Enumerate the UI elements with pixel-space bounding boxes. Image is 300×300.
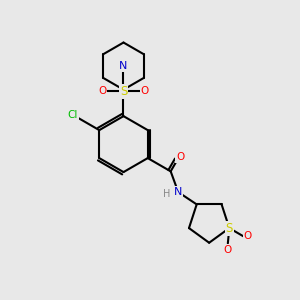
Text: O: O	[98, 86, 106, 96]
Text: S: S	[226, 222, 233, 235]
Text: O: O	[176, 152, 184, 162]
Text: N: N	[174, 187, 182, 197]
Text: S: S	[120, 85, 127, 98]
Text: O: O	[244, 231, 252, 241]
Text: N: N	[119, 61, 128, 71]
Text: O: O	[141, 86, 149, 96]
Text: Cl: Cl	[68, 110, 78, 120]
Text: H: H	[164, 189, 171, 199]
Text: O: O	[224, 245, 232, 255]
